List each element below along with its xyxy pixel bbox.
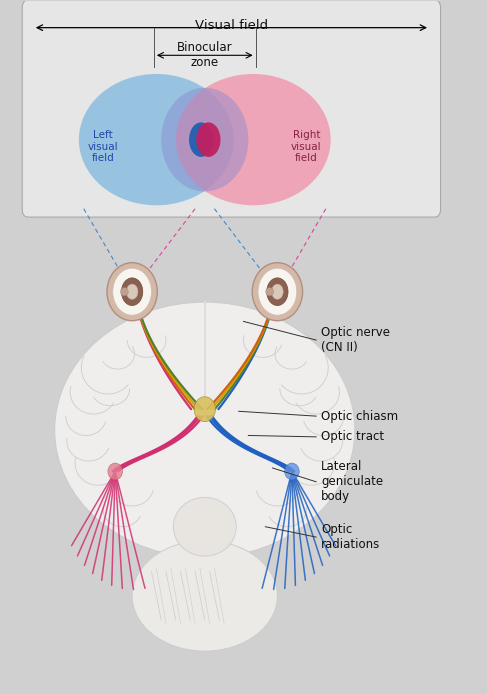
- Ellipse shape: [194, 397, 215, 422]
- Text: Right
visual
field: Right visual field: [291, 130, 322, 163]
- Ellipse shape: [55, 302, 355, 558]
- Text: Optic nerve
(CN II): Optic nerve (CN II): [321, 326, 390, 354]
- Text: Binocular
zone: Binocular zone: [177, 42, 233, 69]
- Ellipse shape: [196, 122, 221, 157]
- Ellipse shape: [108, 463, 122, 480]
- Text: Visual field: Visual field: [195, 19, 268, 32]
- Ellipse shape: [121, 278, 143, 305]
- Ellipse shape: [266, 287, 274, 296]
- Ellipse shape: [126, 284, 138, 299]
- Text: Lateral
geniculate
body: Lateral geniculate body: [321, 460, 383, 503]
- Ellipse shape: [272, 284, 283, 299]
- Text: Optic
radiations: Optic radiations: [321, 523, 380, 551]
- Ellipse shape: [258, 268, 297, 315]
- Text: Optic tract: Optic tract: [321, 430, 384, 443]
- Ellipse shape: [107, 262, 157, 321]
- FancyBboxPatch shape: [22, 0, 441, 217]
- Text: Left
visual
field: Left visual field: [88, 130, 118, 163]
- Ellipse shape: [189, 122, 213, 157]
- Ellipse shape: [113, 268, 151, 315]
- Ellipse shape: [176, 74, 331, 205]
- Ellipse shape: [285, 463, 299, 480]
- Text: Optic chiasm: Optic chiasm: [321, 409, 398, 423]
- Ellipse shape: [132, 541, 278, 651]
- Ellipse shape: [173, 498, 236, 556]
- Ellipse shape: [161, 88, 248, 192]
- Ellipse shape: [79, 74, 234, 205]
- Ellipse shape: [120, 287, 128, 296]
- Ellipse shape: [252, 262, 302, 321]
- Ellipse shape: [267, 278, 288, 305]
